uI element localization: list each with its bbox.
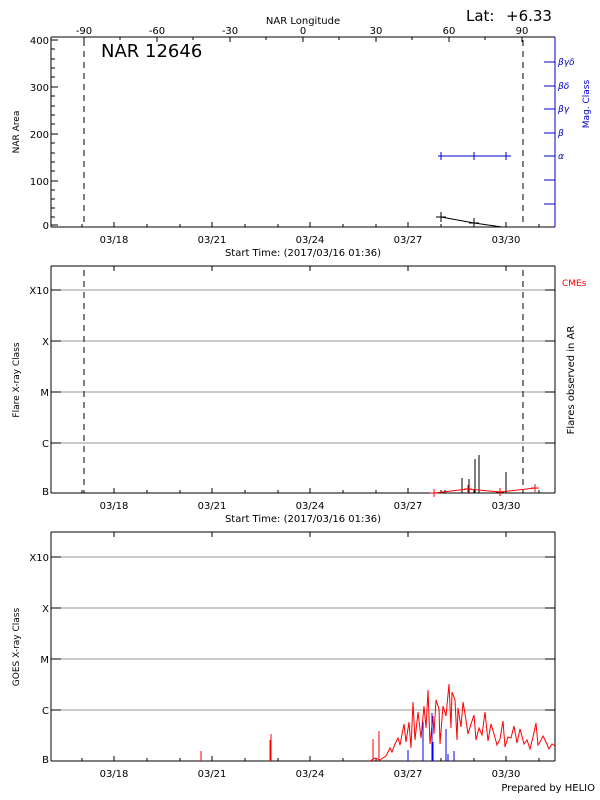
svg-text:X: X bbox=[42, 604, 49, 615]
svg-text:βγ: βγ bbox=[557, 105, 570, 115]
svg-text:03/27: 03/27 bbox=[394, 235, 423, 246]
top-axis-title: NAR Longitude bbox=[266, 16, 340, 27]
flare-x-axis-label: Start Time: (2017/03/16 01:36) bbox=[225, 514, 381, 525]
goes-x-ticks: 03/18 03/21 03/24 03/27 03/30 bbox=[100, 769, 521, 780]
svg-text:X10: X10 bbox=[29, 553, 49, 564]
area-series bbox=[436, 212, 503, 228]
svg-text:03/24: 03/24 bbox=[296, 769, 325, 780]
svg-text:03/18: 03/18 bbox=[100, 235, 129, 246]
area-x-axis-label: Start Time: (2017/03/16 01:36) bbox=[225, 248, 381, 259]
svg-text:C: C bbox=[42, 439, 49, 450]
svg-text:03/21: 03/21 bbox=[198, 235, 227, 246]
area-x-ticks: 03/18 03/21 03/24 03/27 03/30 bbox=[100, 235, 521, 246]
goes-flare-markers bbox=[407, 713, 455, 761]
svg-text:X: X bbox=[42, 337, 49, 348]
svg-text:03/30: 03/30 bbox=[492, 501, 521, 512]
svg-text:03/21: 03/21 bbox=[198, 769, 227, 780]
flare-class-panel: B C M X X10 Flare X-ray Class Flares obs… bbox=[12, 265, 587, 525]
svg-text:X10: X10 bbox=[29, 286, 49, 297]
flares-observed-label: Flares observed in AR bbox=[566, 326, 577, 435]
cmes-legend: CMEs bbox=[562, 279, 587, 289]
flare-bars bbox=[444, 455, 507, 493]
svg-text:M: M bbox=[40, 655, 49, 666]
svg-text:-30: -30 bbox=[222, 26, 238, 37]
svg-text:300: 300 bbox=[30, 83, 49, 94]
svg-text:30: 30 bbox=[370, 26, 383, 37]
cme-series bbox=[430, 484, 539, 497]
svg-text:03/27: 03/27 bbox=[394, 769, 423, 780]
svg-text:03/27: 03/27 bbox=[394, 501, 423, 512]
longitude-ticks: -90 -60 -30 0 30 60 90 bbox=[76, 26, 529, 37]
svg-text:0: 0 bbox=[43, 221, 49, 232]
latitude-label: Lat: bbox=[466, 7, 494, 25]
svg-text:β: β bbox=[557, 129, 564, 139]
svg-text:0: 0 bbox=[300, 26, 306, 37]
flare-y-ticks: B C M X X10 bbox=[29, 286, 49, 498]
mag-class-axis-label: Mag. Class bbox=[582, 79, 592, 128]
svg-text:-60: -60 bbox=[149, 26, 165, 37]
svg-text:100: 100 bbox=[30, 177, 49, 188]
flare-y-axis-label: Flare X-ray Class bbox=[12, 342, 22, 417]
goes-panel: B C M X X10 GOES X-ray Class 03/18 03/21… bbox=[12, 531, 595, 794]
mag-class-series bbox=[438, 152, 511, 160]
svg-text:03/30: 03/30 bbox=[492, 769, 521, 780]
svg-text:03/21: 03/21 bbox=[198, 501, 227, 512]
svg-text:βδ: βδ bbox=[557, 82, 570, 92]
nar-annotation: NAR 12646 bbox=[101, 41, 202, 62]
svg-text:-90: -90 bbox=[76, 26, 92, 37]
svg-text:03/24: 03/24 bbox=[296, 501, 325, 512]
svg-text:B: B bbox=[42, 755, 49, 766]
svg-text:90: 90 bbox=[516, 26, 529, 37]
svg-text:03/24: 03/24 bbox=[296, 235, 325, 246]
prepared-by-credit: Prepared by HELIO bbox=[501, 783, 595, 794]
svg-text:α: α bbox=[558, 152, 564, 162]
nar-area-panel: Lat: +6.33 NAR Longitude -90 -60 -30 0 3… bbox=[12, 7, 592, 259]
latitude-value: +6.33 bbox=[506, 7, 552, 25]
svg-text:03/30: 03/30 bbox=[492, 235, 521, 246]
svg-text:03/18: 03/18 bbox=[100, 501, 129, 512]
svg-text:C: C bbox=[42, 706, 49, 717]
flare-x-ticks: 03/18 03/21 03/24 03/27 03/30 bbox=[100, 501, 521, 512]
svg-text:B: B bbox=[42, 487, 49, 498]
svg-text:03/18: 03/18 bbox=[100, 769, 129, 780]
goes-flux-series bbox=[200, 683, 556, 762]
svg-text:M: M bbox=[40, 388, 49, 399]
svg-text:βγδ: βγδ bbox=[557, 58, 575, 68]
flare-grid bbox=[51, 289, 555, 444]
goes-y-ticks: B C M X X10 bbox=[29, 553, 49, 766]
svg-text:200: 200 bbox=[30, 130, 49, 141]
area-y-axis-label: NAR Area bbox=[12, 111, 22, 154]
svg-text:60: 60 bbox=[443, 26, 456, 37]
goes-y-axis-label: GOES X-ray Class bbox=[12, 608, 22, 687]
area-y-ticks: 400 300 200 100 0 bbox=[30, 36, 49, 232]
svg-text:400: 400 bbox=[30, 36, 49, 47]
goes-grid bbox=[51, 556, 555, 711]
mag-class-ticks: α β βγ βδ βγδ bbox=[557, 58, 575, 162]
